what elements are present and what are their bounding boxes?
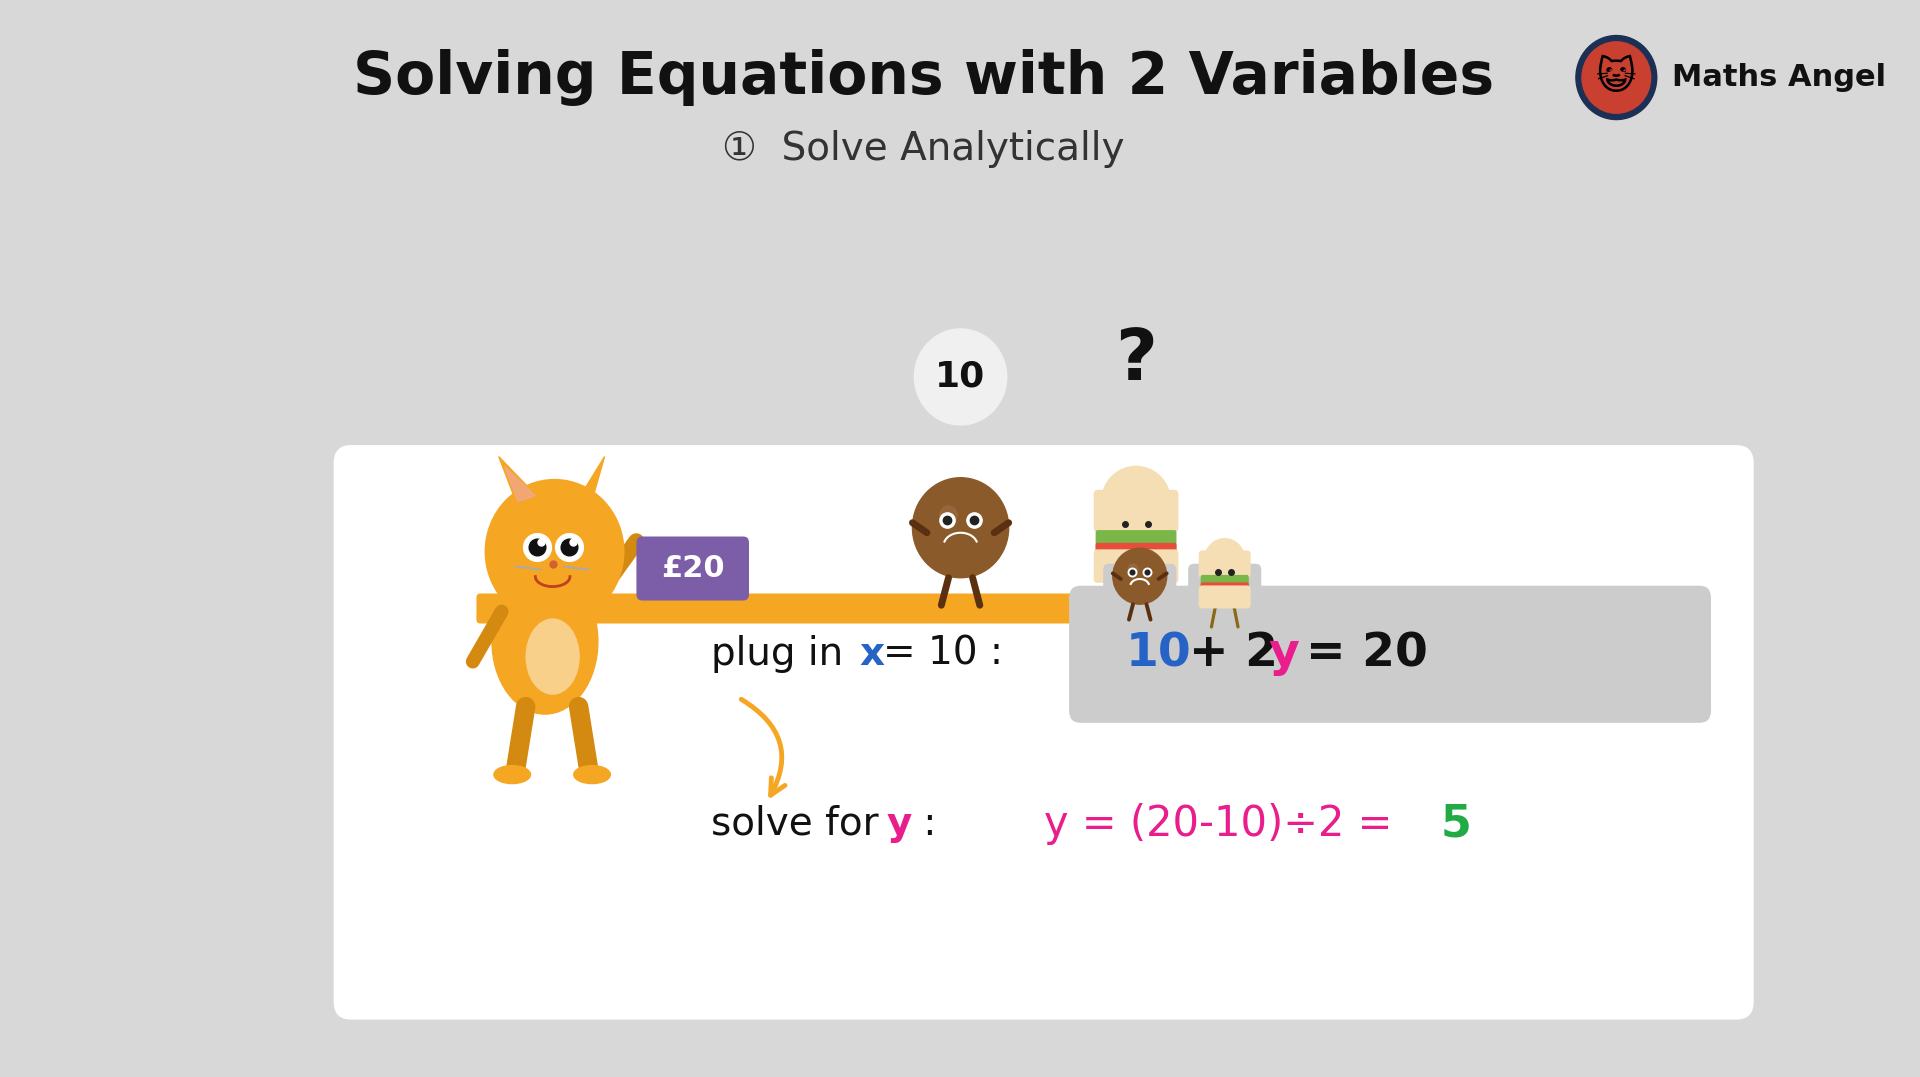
Text: ?: ? (1116, 326, 1158, 395)
Circle shape (486, 479, 624, 624)
Circle shape (1582, 42, 1651, 113)
Text: plug in: plug in (710, 634, 856, 673)
FancyBboxPatch shape (1069, 586, 1711, 723)
Circle shape (1206, 538, 1244, 581)
Polygon shape (505, 466, 536, 502)
Circle shape (1129, 564, 1139, 574)
Text: y: y (1269, 631, 1300, 676)
Circle shape (941, 506, 958, 524)
Circle shape (1114, 548, 1167, 604)
FancyBboxPatch shape (1198, 550, 1250, 578)
Text: + 2: + 2 (1190, 631, 1279, 676)
FancyBboxPatch shape (1104, 563, 1177, 616)
FancyBboxPatch shape (476, 593, 1482, 624)
Circle shape (1102, 466, 1171, 538)
Text: Maths Angel: Maths Angel (1672, 64, 1885, 92)
Text: y = (20-10)÷2 =: y = (20-10)÷2 = (1044, 803, 1405, 844)
Text: solve for: solve for (710, 805, 891, 843)
Text: ①  Solve Analytically: ① Solve Analytically (722, 129, 1125, 168)
Text: 10: 10 (935, 360, 985, 394)
FancyBboxPatch shape (1094, 549, 1179, 583)
FancyBboxPatch shape (1096, 543, 1177, 560)
FancyBboxPatch shape (1200, 583, 1248, 593)
Ellipse shape (492, 569, 597, 714)
FancyBboxPatch shape (1188, 563, 1261, 616)
Text: = 20: = 20 (1306, 631, 1428, 676)
FancyBboxPatch shape (1094, 490, 1179, 532)
FancyBboxPatch shape (636, 536, 749, 601)
Text: Solving Equations with 2 Variables: Solving Equations with 2 Variables (353, 50, 1494, 106)
Circle shape (914, 328, 1006, 425)
Circle shape (1576, 36, 1657, 120)
Ellipse shape (493, 766, 530, 784)
Text: 10: 10 (1125, 631, 1190, 676)
Text: 5: 5 (1440, 802, 1473, 845)
Text: = 10 :: = 10 : (883, 634, 1002, 673)
Circle shape (912, 478, 1008, 577)
Ellipse shape (574, 766, 611, 784)
Ellipse shape (526, 619, 580, 694)
Text: £20: £20 (660, 554, 724, 583)
Polygon shape (576, 457, 605, 514)
Polygon shape (499, 457, 540, 506)
FancyBboxPatch shape (334, 445, 1753, 1020)
FancyArrowPatch shape (741, 699, 785, 795)
FancyBboxPatch shape (1096, 530, 1177, 553)
Text: x: x (858, 634, 883, 673)
Text: 😺: 😺 (1596, 58, 1636, 97)
FancyBboxPatch shape (1198, 586, 1250, 609)
Text: :: : (910, 805, 937, 843)
Text: y: y (887, 805, 912, 843)
FancyBboxPatch shape (1200, 575, 1248, 590)
